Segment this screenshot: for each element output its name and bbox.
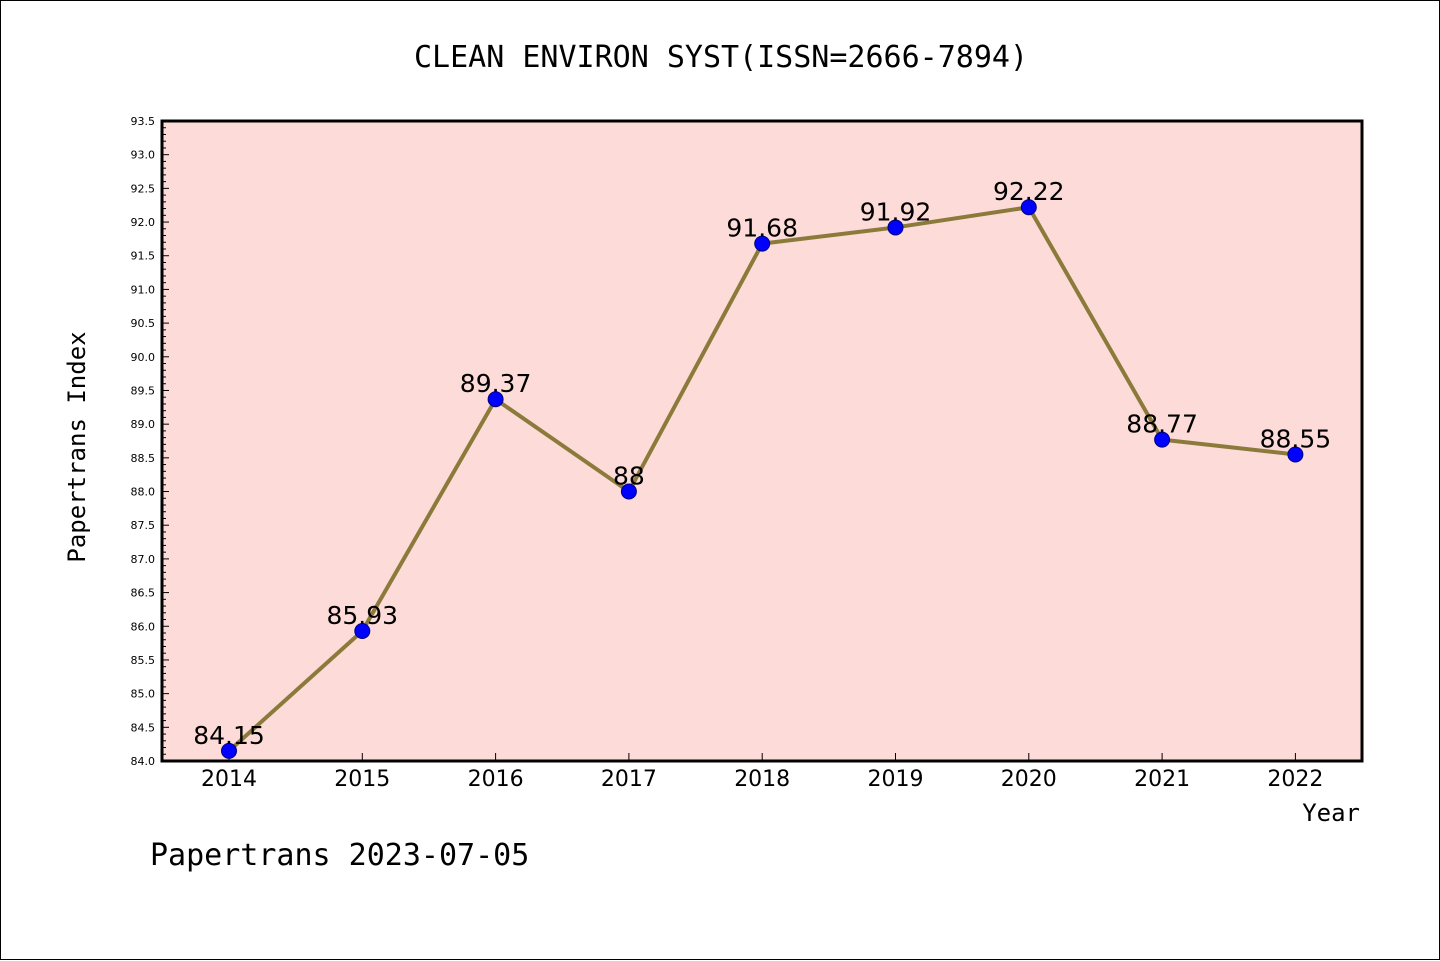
footer-text: Papertrans 2023-07-05 xyxy=(150,838,529,873)
data-point xyxy=(1020,199,1037,216)
data-points xyxy=(221,199,1304,759)
data-point xyxy=(1154,431,1171,448)
y-tick-label: 87.5 xyxy=(131,519,156,532)
y-axis-label: Papertrans Index xyxy=(63,331,91,562)
data-point xyxy=(221,742,237,759)
data-point xyxy=(620,483,637,500)
data-labels: 84.15 85.93 89.37 88 91.68 91.92 92.22 88.77 88.… xyxy=(193,177,1331,750)
data-label: 88.77 xyxy=(1126,410,1198,439)
data-label: 92.22 xyxy=(993,177,1065,206)
y-tick-label: 86.5 xyxy=(131,587,156,600)
y-tick-label: 91.5 xyxy=(131,250,156,263)
y-tick-label: 90.5 xyxy=(131,317,156,330)
y-tick-label: 84.0 xyxy=(131,755,156,768)
x-axis-ticks: 2014 2015 2016 2017 2018 2019 2020 2021 2022 xyxy=(201,753,1323,792)
x-tick-label: 2022 xyxy=(1267,767,1323,792)
y-tick-label: 88.5 xyxy=(131,452,156,465)
x-tick-label: 2021 xyxy=(1134,767,1190,792)
y-tick-label: 91.0 xyxy=(131,283,156,296)
chart-title: CLEAN ENVIRON SYST(ISSN=2666-7894) xyxy=(414,40,1028,75)
y-tick-label: 89.5 xyxy=(131,384,156,397)
x-tick-label: 2019 xyxy=(868,767,924,792)
y-tick-label: 86.0 xyxy=(131,620,156,633)
y-tick-label: 93.0 xyxy=(131,149,156,162)
data-label: 85.93 xyxy=(327,601,399,630)
y-tick-label: 90.0 xyxy=(131,351,156,364)
plot-border xyxy=(160,119,1364,763)
data-point xyxy=(354,622,371,639)
data-point xyxy=(754,235,771,252)
data-label: 88 xyxy=(613,462,645,491)
x-tick-label: 2017 xyxy=(601,767,657,792)
y-tick-label: 92.5 xyxy=(131,182,156,195)
data-point xyxy=(487,391,504,408)
data-label: 91.92 xyxy=(860,197,932,226)
data-label: 89.37 xyxy=(460,369,532,398)
data-point xyxy=(887,219,904,236)
data-point xyxy=(1287,446,1304,463)
data-label: 88.55 xyxy=(1260,424,1332,453)
y-tick-label: 84.5 xyxy=(131,721,156,734)
y-tick-label: 89.0 xyxy=(131,418,156,431)
x-tick-label: 2015 xyxy=(334,767,390,792)
x-tick-label: 2018 xyxy=(734,767,790,792)
y-tick-label: 88.0 xyxy=(131,486,156,499)
x-tick-label: 2016 xyxy=(468,767,524,792)
x-axis-label: Year xyxy=(1302,799,1360,827)
y-axis-ticks: 84.0 84.5 85.0 85.5 86.0 86.5 87.0 87.5 88.0 88.5… xyxy=(131,115,169,768)
y-tick-label: 93.5 xyxy=(131,115,156,128)
data-label: 91.68 xyxy=(726,214,798,243)
y-tick-label: 85.0 xyxy=(131,688,156,701)
y-tick-label: 87.0 xyxy=(131,553,156,566)
y-tick-label: 92.0 xyxy=(131,216,156,229)
x-tick-label: 2020 xyxy=(1001,767,1057,792)
x-tick-label: 2014 xyxy=(201,767,257,792)
data-label: 84.15 xyxy=(193,721,265,750)
y-tick-label: 85.5 xyxy=(131,654,156,667)
